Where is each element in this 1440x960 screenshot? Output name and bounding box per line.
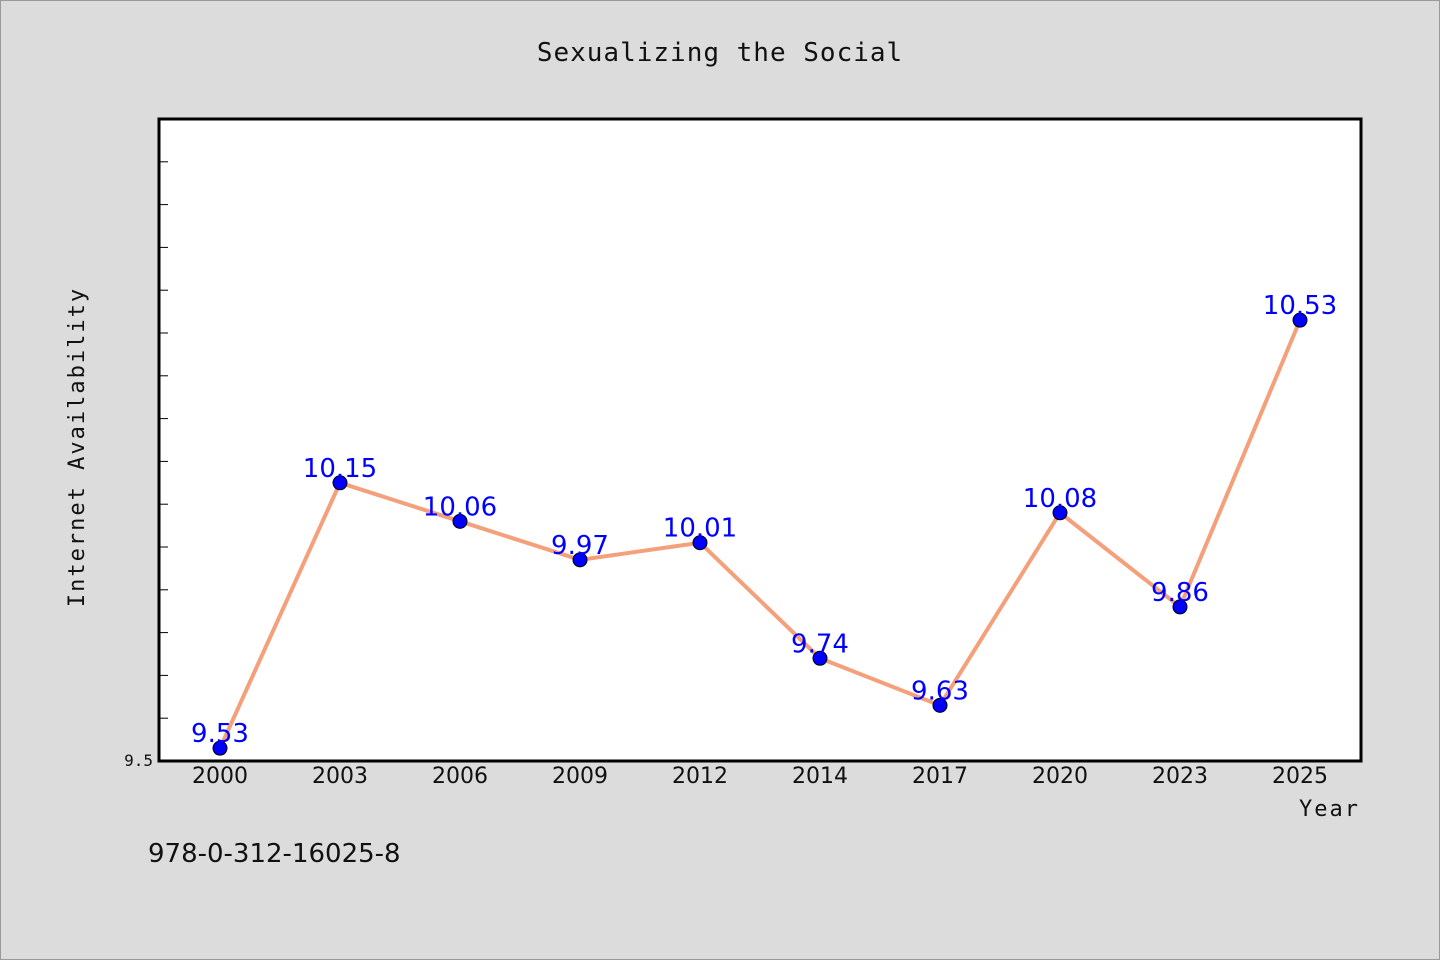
data-label: 9.97 [551,531,609,561]
x-axis-label: Year [1299,797,1360,822]
data-point [1172,599,1188,615]
data-point [212,740,228,756]
x-tick-label: 2014 [792,764,848,789]
data-label: 10.06 [423,492,497,522]
series-internet-availability: 9.53 10.15 10.06 9.97 10.01 9.74 9.63 10.08 9.86… [191,291,1337,756]
series-line [218,319,1302,749]
data-label: 10.08 [1023,484,1097,514]
data-label: 10.15 [303,454,377,484]
data-point [692,535,708,551]
x-tick-label: 2003 [312,764,368,789]
data-label: 9.63 [911,676,969,706]
data-label: 10.53 [1263,291,1337,321]
x-tick-label: 2006 [432,764,488,789]
data-label: 9.74 [791,629,849,659]
data-point [1052,505,1068,521]
x-tick-label: 2017 [912,764,968,789]
x-tick-label: 2020 [1032,764,1088,789]
isbn-footer: 978-0-312-16025-8 [148,839,401,869]
data-point [332,475,348,491]
chart-title: Sexualizing the Social [537,38,903,68]
data-label: 9.53 [191,719,249,749]
x-tick-label: 2023 [1152,764,1208,789]
plot-area [157,117,1363,763]
y-axis-ticks [159,161,168,762]
y-axis-label: Internet Availability [65,287,90,607]
x-tick-label: 2025 [1272,764,1328,789]
data-point [812,650,828,666]
data-point [572,552,588,568]
data-point [932,697,948,713]
data-label: 10.01 [663,514,737,544]
x-axis-tick-labels: 2000 2003 2006 2009 2012 2014 2017 2020 2023 2025 [192,764,1328,789]
y-tick-label: 9.5 [124,751,153,770]
data-point [1292,312,1308,328]
data-point [452,513,468,529]
x-tick-label: 2012 [672,764,728,789]
x-tick-label: 2000 [192,764,248,789]
data-label: 9.86 [1151,578,1209,608]
x-tick-label: 2009 [552,764,608,789]
